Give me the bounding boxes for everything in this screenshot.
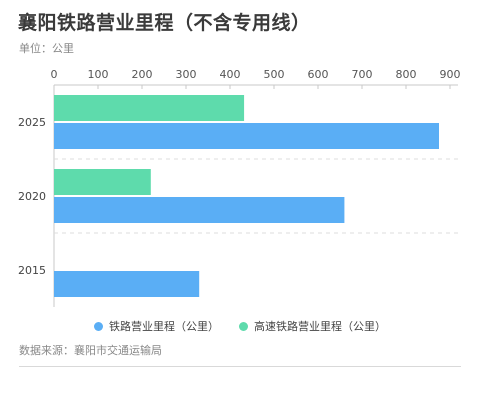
- y-category-label: 2020: [18, 190, 46, 203]
- y-category-label: 2025: [18, 116, 46, 129]
- x-tick-label: 100: [88, 68, 109, 81]
- y-category-label: 2015: [18, 264, 46, 277]
- x-tick-label: 800: [396, 68, 417, 81]
- bar-highspeed-2025: [54, 95, 245, 121]
- x-tick-label: 0: [51, 68, 58, 81]
- bar-railway-2015: [54, 271, 200, 297]
- legend: 铁路营业里程（公里） 高速铁路营业里程（公里）: [0, 318, 480, 334]
- legend-item-railway[interactable]: 铁路营业里程（公里）: [94, 318, 219, 334]
- legend-label-highspeed: 高速铁路营业里程（公里）: [254, 320, 386, 333]
- legend-dot-railway: [94, 321, 103, 331]
- bar-highspeed-2020: [54, 169, 151, 195]
- bar-railway-2020: [54, 197, 345, 223]
- legend-label-railway: 铁路营业里程（公里）: [109, 320, 219, 333]
- x-tick-label: 300: [176, 68, 197, 81]
- x-tick-label: 200: [132, 68, 153, 81]
- legend-item-highspeed[interactable]: 高速铁路营业里程（公里）: [239, 318, 386, 334]
- x-tick-label: 500: [264, 68, 285, 81]
- x-tick-label: 400: [220, 68, 241, 81]
- bottom-divider: [19, 366, 461, 367]
- source-note: 数据来源：襄阳市交通运输局: [19, 344, 162, 357]
- chart-title: 襄阳铁路营业里程（不含专用线）: [18, 12, 311, 34]
- x-tick-label: 900: [440, 68, 461, 81]
- bar-railway-2025: [54, 123, 439, 149]
- x-tick-label: 700: [352, 68, 373, 81]
- unit-label: 单位：公里: [19, 42, 74, 55]
- x-tick-label: 600: [308, 68, 329, 81]
- legend-dot-highspeed: [239, 321, 248, 331]
